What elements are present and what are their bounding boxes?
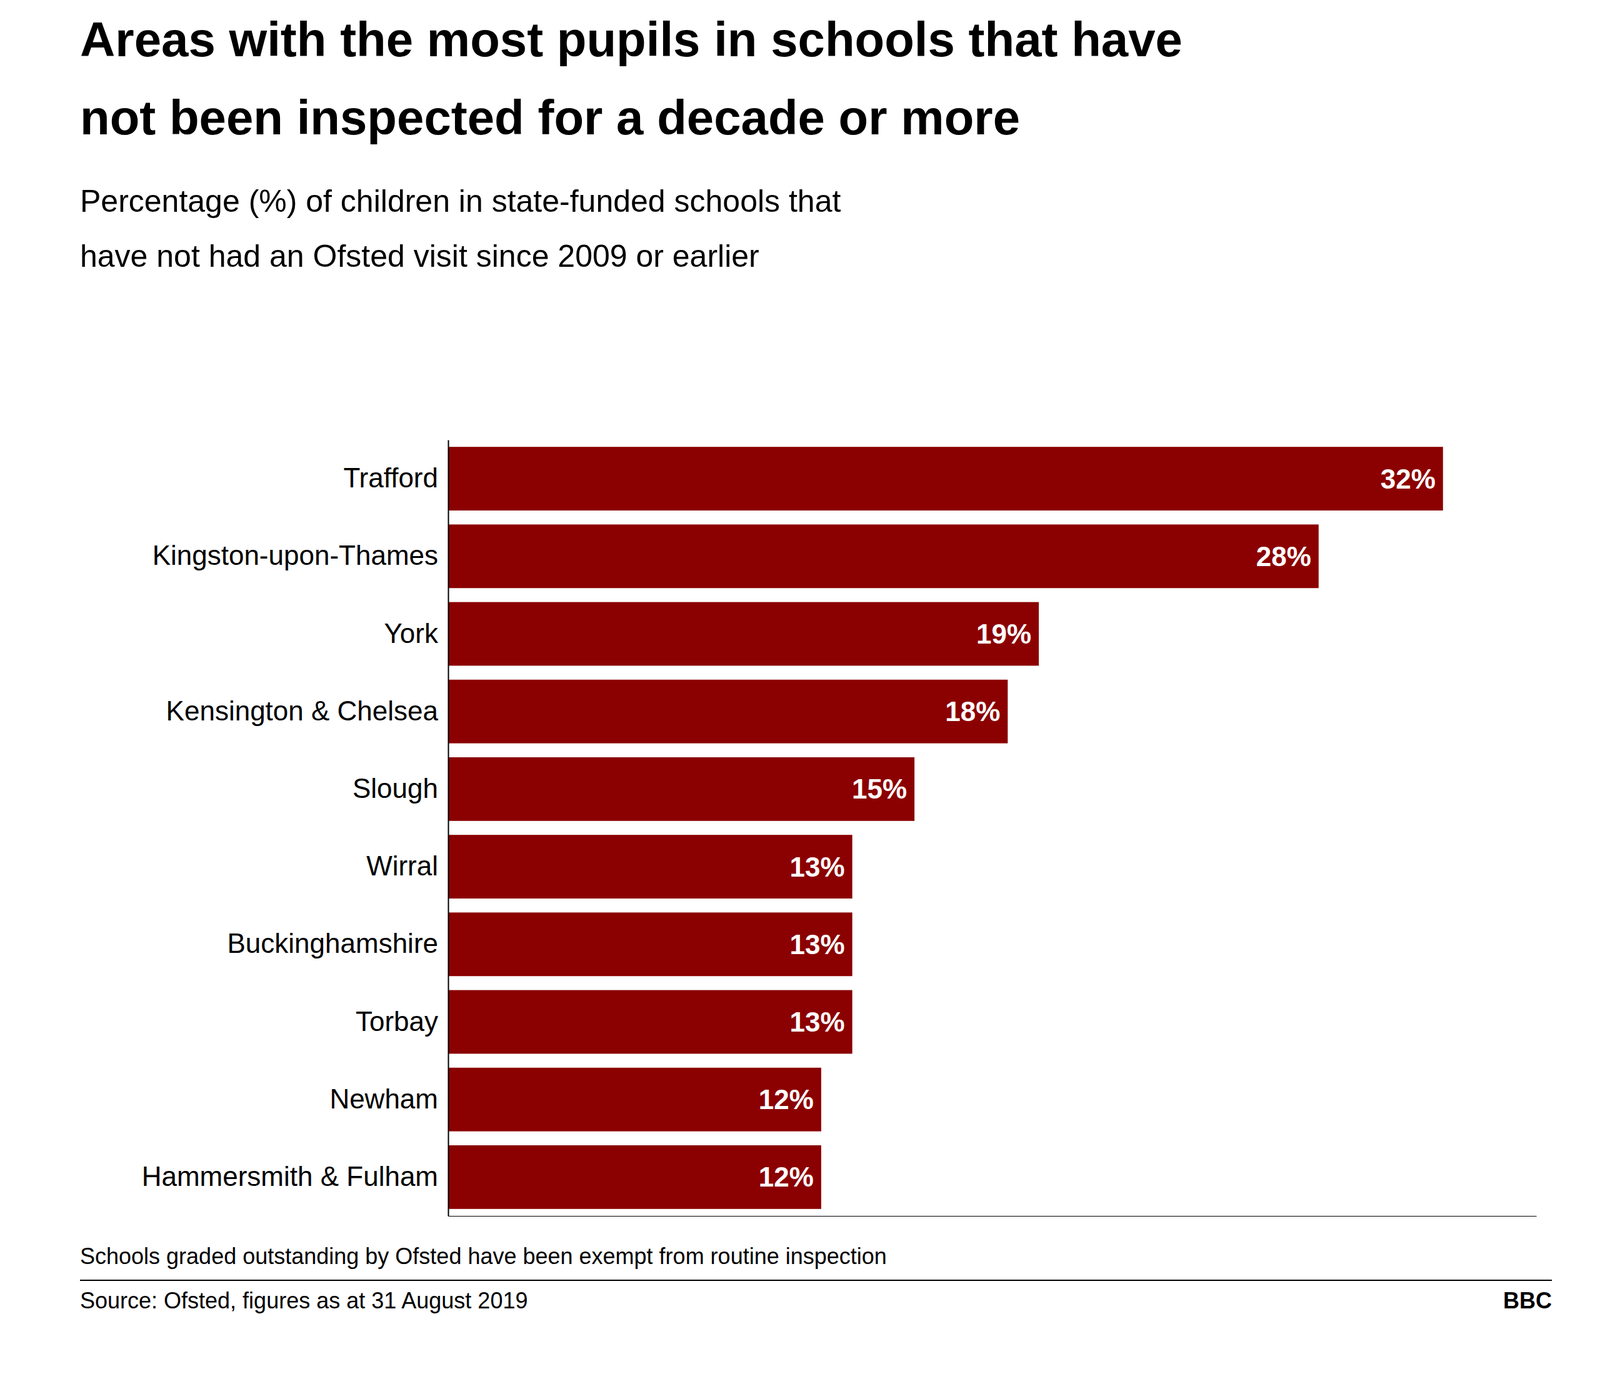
y-axis: Hammersmith & Fulham Newham Torbay Buckingh… [141, 440, 449, 1217]
subtitle: have not had an Ofsted visit since 2009 … [80, 238, 760, 274]
plot: 12% 12% 13% 13% 13% 15% 18% 19% 28% 32% Hammersmit… [141, 440, 1537, 1217]
y-tick-label: Torbay [355, 1006, 439, 1037]
data-label: 18% [945, 696, 1000, 727]
y-tick: Wirral [366, 850, 439, 882]
y-tick-label: Trafford [343, 462, 439, 494]
bar [448, 757, 915, 822]
y-tick: Slough [352, 773, 439, 804]
bar [448, 602, 1039, 667]
title: Areas with the most pupils in schools th… [80, 11, 1183, 67]
chart-svg: Areas with the most pupils in schools th… [0, 0, 1600, 1374]
data-label: 13% [790, 929, 845, 960]
brand-label: BBC [1503, 1288, 1552, 1314]
y-tick: York [384, 618, 439, 649]
bar [448, 990, 853, 1055]
data-label: 19% [976, 618, 1032, 650]
y-tick: Trafford [343, 462, 439, 494]
y-tick: Buckinghamshire [227, 928, 439, 959]
source: Source: Ofsted, figures as at 31 August … [80, 1288, 528, 1314]
y-tick-label: Hammersmith & Fulham [141, 1161, 439, 1192]
y-tick: Torbay [355, 1006, 439, 1037]
data-label: 13% [790, 1006, 845, 1038]
y-axis-line [448, 440, 450, 1217]
footer-note: Schools graded outstanding by Ofsted hav… [80, 1243, 887, 1270]
data-label: 13% [790, 851, 845, 883]
background [0, 0, 1600, 1374]
y-tick-label: Buckinghamshire [227, 928, 439, 959]
data-label: 32% [1380, 463, 1436, 495]
y-tick-label: Kingston-upon-Thames [152, 540, 439, 571]
data-label: 15% [851, 773, 907, 805]
bar [448, 524, 1319, 589]
data-labels: 12% 12% 13% 13% 13% 15% 18% 19% 28% 32% [758, 463, 1436, 1194]
y-tick: Kensington & Chelsea [166, 695, 439, 727]
title: not been inspected for a decade or more [80, 90, 1020, 145]
y-tick: Hammersmith & Fulham [141, 1161, 439, 1192]
bar [448, 835, 853, 899]
y-tick-label: Kensington & Chelsea [166, 695, 439, 727]
y-tick: Newham [329, 1083, 439, 1115]
data-label: 12% [758, 1161, 814, 1193]
chart-container: Areas with the most pupils in schools th… [0, 0, 1600, 1374]
subtitle: Percentage (%) of children in state-fund… [80, 183, 841, 219]
y-tick-label: York [384, 618, 439, 649]
x-axis-line [448, 1216, 1537, 1217]
y-tick: Kingston-upon-Thames [152, 540, 439, 571]
bar [448, 1068, 822, 1132]
data-label: 28% [1256, 541, 1312, 572]
y-tick-label: Slough [352, 773, 439, 804]
y-tick-label: Newham [329, 1083, 439, 1115]
bar [448, 912, 853, 977]
bar [448, 680, 1008, 744]
footer-rule [80, 1280, 1552, 1282]
bars [448, 446, 1444, 1210]
data-label: 12% [758, 1084, 814, 1115]
bar [448, 1145, 822, 1210]
x-axis [448, 1216, 1537, 1217]
y-tick-label: Wirral [366, 850, 439, 882]
bar [448, 446, 1444, 511]
